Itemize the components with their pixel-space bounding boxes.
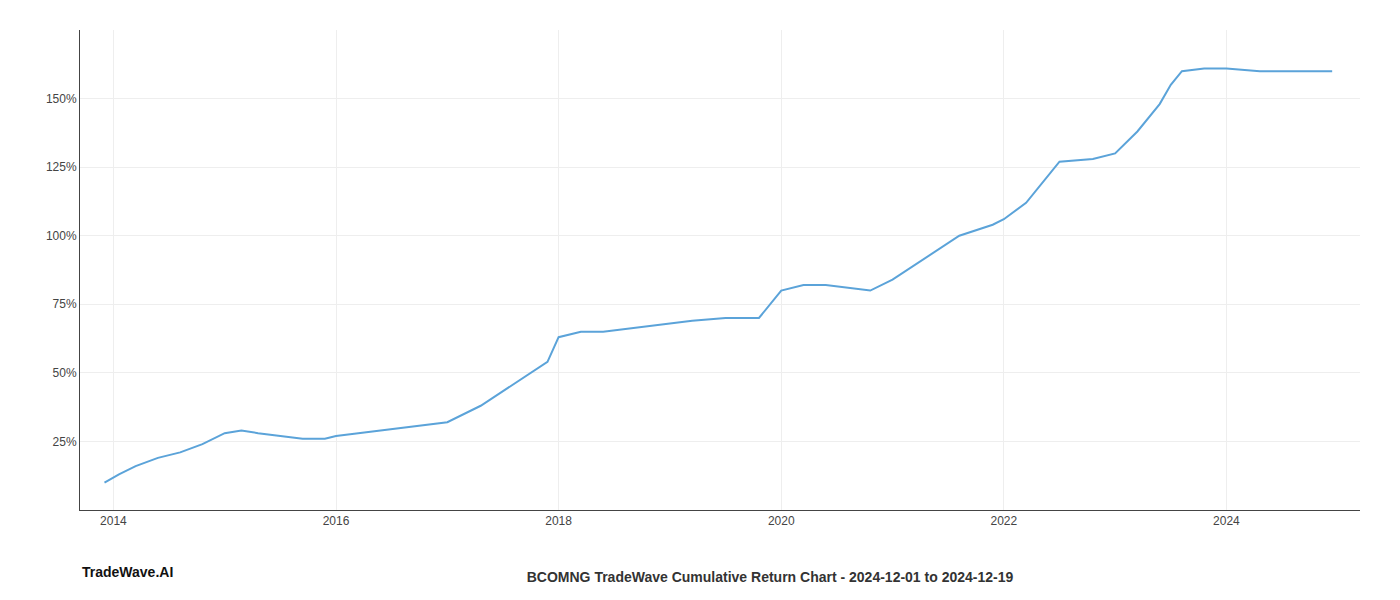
svg-text:150%: 150%: [46, 92, 77, 106]
svg-text:50%: 50%: [53, 366, 77, 380]
svg-text:100%: 100%: [46, 229, 77, 243]
svg-text:25%: 25%: [53, 435, 77, 449]
svg-text:BCOMNG TradeWave Cumulative Re: BCOMNG TradeWave Cumulative Return Chart…: [527, 569, 1014, 585]
svg-text:2020: 2020: [768, 514, 795, 528]
svg-text:2014: 2014: [100, 514, 127, 528]
svg-text:75%: 75%: [53, 297, 77, 311]
svg-text:2016: 2016: [323, 514, 350, 528]
svg-text:2022: 2022: [990, 514, 1017, 528]
svg-text:2018: 2018: [545, 514, 572, 528]
svg-text:2024: 2024: [1213, 514, 1240, 528]
svg-text:125%: 125%: [46, 160, 77, 174]
svg-text:TradeWave.AI: TradeWave.AI: [82, 564, 173, 580]
